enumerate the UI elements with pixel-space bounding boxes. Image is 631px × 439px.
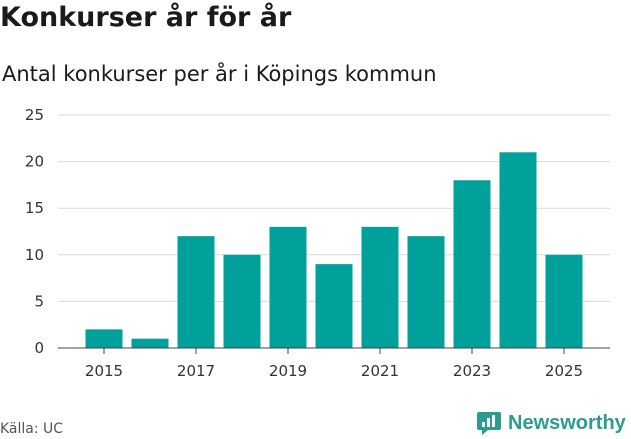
bar-2018: [223, 254, 261, 348]
x-tick-label: 2017: [177, 362, 215, 380]
chart-subtitle: Antal konkurser per år i Köpings kommun: [2, 62, 437, 86]
brand-logo: Newsworthy: [476, 408, 626, 438]
bar-chart-bubble-icon: [477, 412, 501, 435]
bar-2015: [85, 329, 123, 348]
bar-2021: [361, 226, 399, 348]
x-tick-label: 2019: [269, 362, 307, 380]
bar-2022: [407, 236, 445, 348]
bars: [85, 152, 583, 348]
y-tick-label: 10: [25, 246, 44, 264]
x-tick-label: 2015: [85, 362, 123, 380]
x-tick-label: 2023: [453, 362, 491, 380]
bar-2017: [177, 236, 215, 348]
y-tick-label: 20: [25, 153, 44, 171]
bar-2024: [499, 152, 537, 348]
y-tick-label: 0: [34, 339, 44, 357]
chart-title: Konkurser år för år: [0, 2, 292, 33]
bar-2020: [315, 264, 353, 348]
bar-2016: [131, 338, 169, 348]
source-note: Källa: UC: [0, 421, 64, 437]
y-tick-label: 15: [25, 199, 44, 217]
brand-name: Newsworthy: [508, 411, 626, 434]
x-tick-label: 2025: [545, 362, 583, 380]
bar-2025: [545, 254, 583, 348]
bar-2023: [453, 180, 491, 348]
y-tick-label: 5: [34, 292, 44, 310]
x-tick-label: 2021: [361, 362, 399, 380]
bar-2019: [269, 226, 307, 348]
y-tick-label: 25: [25, 106, 44, 124]
